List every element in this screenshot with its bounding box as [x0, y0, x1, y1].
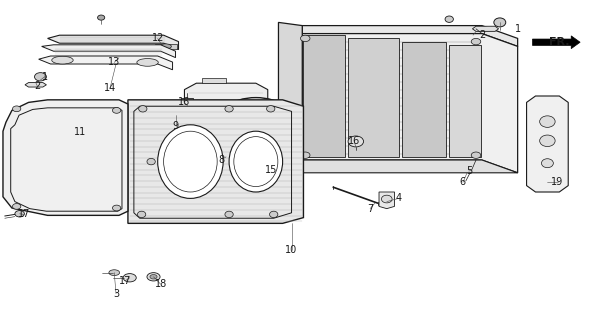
Ellipse shape — [348, 136, 364, 147]
Polygon shape — [3, 100, 128, 215]
Text: 5: 5 — [466, 166, 472, 176]
Ellipse shape — [137, 211, 146, 218]
Text: 3: 3 — [113, 289, 119, 299]
Ellipse shape — [267, 106, 275, 112]
Ellipse shape — [229, 131, 283, 192]
Polygon shape — [250, 158, 292, 173]
Polygon shape — [302, 26, 518, 46]
Ellipse shape — [12, 106, 21, 112]
Ellipse shape — [183, 107, 240, 149]
Ellipse shape — [211, 98, 300, 162]
Text: 17: 17 — [18, 209, 30, 220]
Ellipse shape — [225, 211, 233, 218]
Polygon shape — [181, 98, 193, 106]
Ellipse shape — [137, 59, 158, 66]
Ellipse shape — [15, 211, 24, 217]
Text: 9: 9 — [173, 121, 178, 132]
Text: 14: 14 — [104, 83, 116, 93]
Ellipse shape — [249, 172, 263, 179]
Ellipse shape — [445, 16, 453, 22]
Ellipse shape — [540, 116, 555, 127]
Ellipse shape — [159, 44, 171, 49]
Ellipse shape — [381, 195, 392, 203]
Polygon shape — [202, 78, 226, 83]
Text: 1: 1 — [42, 72, 48, 82]
Text: 1: 1 — [515, 24, 521, 34]
Ellipse shape — [225, 106, 233, 112]
Polygon shape — [48, 35, 178, 50]
Polygon shape — [128, 100, 303, 223]
Polygon shape — [533, 36, 580, 49]
Text: 4: 4 — [396, 193, 402, 204]
Text: 15: 15 — [265, 164, 277, 175]
Ellipse shape — [112, 108, 121, 113]
Text: 18: 18 — [155, 279, 167, 289]
Ellipse shape — [300, 152, 310, 158]
Ellipse shape — [112, 205, 121, 211]
Text: 19: 19 — [552, 177, 563, 188]
Ellipse shape — [147, 158, 155, 165]
Polygon shape — [171, 115, 195, 134]
Text: 10: 10 — [286, 245, 298, 255]
Ellipse shape — [147, 273, 160, 281]
Polygon shape — [348, 38, 399, 157]
Text: 13: 13 — [108, 57, 120, 68]
Ellipse shape — [494, 18, 506, 27]
Polygon shape — [303, 35, 345, 157]
Text: 2: 2 — [479, 30, 485, 40]
Polygon shape — [25, 83, 46, 87]
Ellipse shape — [300, 35, 310, 42]
Polygon shape — [302, 34, 518, 173]
Ellipse shape — [139, 106, 147, 112]
Polygon shape — [39, 56, 173, 70]
Ellipse shape — [541, 159, 553, 168]
Text: 8: 8 — [218, 155, 224, 165]
Ellipse shape — [471, 38, 481, 45]
Polygon shape — [379, 192, 394, 209]
Ellipse shape — [471, 152, 481, 158]
Ellipse shape — [109, 270, 120, 276]
Ellipse shape — [158, 125, 223, 198]
Text: 16: 16 — [178, 97, 190, 108]
Polygon shape — [278, 22, 302, 160]
Text: FR.: FR. — [549, 36, 569, 47]
Polygon shape — [184, 83, 268, 173]
Text: 2: 2 — [35, 81, 40, 92]
Polygon shape — [42, 45, 176, 58]
Polygon shape — [527, 96, 568, 192]
Ellipse shape — [123, 274, 136, 282]
Text: 12: 12 — [152, 33, 164, 44]
Text: 7: 7 — [367, 204, 373, 214]
Polygon shape — [449, 45, 481, 157]
Polygon shape — [402, 42, 446, 157]
Ellipse shape — [540, 135, 555, 147]
Ellipse shape — [98, 15, 105, 20]
Ellipse shape — [270, 211, 278, 218]
Ellipse shape — [35, 73, 46, 81]
Polygon shape — [278, 160, 518, 173]
Polygon shape — [472, 26, 499, 31]
Text: 16: 16 — [348, 136, 360, 146]
Text: 17: 17 — [119, 276, 131, 286]
Text: 11: 11 — [74, 127, 86, 137]
Ellipse shape — [12, 204, 21, 209]
Polygon shape — [155, 44, 177, 49]
Ellipse shape — [150, 275, 157, 279]
Text: 6: 6 — [460, 177, 466, 188]
Ellipse shape — [52, 56, 73, 64]
